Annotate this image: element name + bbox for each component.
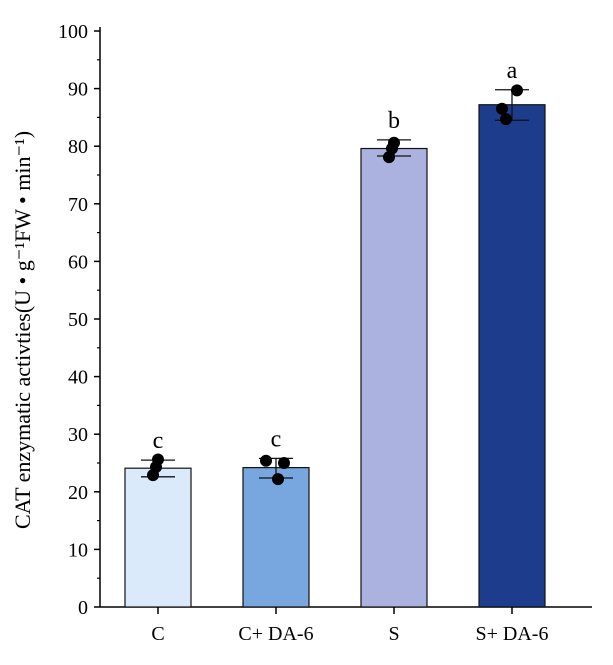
data-point — [383, 151, 395, 164]
data-point — [278, 457, 290, 469]
significance-letter: b — [388, 108, 400, 134]
bar — [124, 467, 192, 608]
data-point — [272, 473, 284, 486]
bar — [242, 467, 310, 608]
y-tick-label: 70 — [68, 194, 88, 216]
y-axis-label: CAT enzymatic activties(U • g⁻¹FW • min⁻… — [10, 131, 35, 529]
data-point — [511, 84, 523, 97]
y-tick-label: 80 — [68, 136, 88, 158]
data-point — [147, 469, 159, 482]
significance-letter: c — [271, 426, 282, 452]
data-point — [500, 113, 512, 126]
data-point — [260, 454, 272, 467]
bar — [478, 104, 546, 608]
x-tick-label: S+ DA-6 — [476, 623, 549, 645]
x-tick-label: S — [388, 623, 399, 645]
y-tick-label: 50 — [68, 309, 88, 331]
y-tick-label: 40 — [68, 367, 88, 389]
y-tick-label: 20 — [68, 482, 88, 504]
x-tick-label: C — [151, 623, 164, 645]
significance-letter: c — [153, 428, 164, 454]
significance-letter: a — [507, 58, 518, 84]
data-point — [496, 102, 508, 115]
bar — [360, 147, 428, 608]
y-tick-label: 10 — [68, 539, 88, 561]
y-tick-label: 30 — [68, 424, 88, 446]
y-tick-label: 0 — [78, 597, 88, 619]
y-tick-label: 90 — [68, 79, 88, 101]
y-tick-label: 60 — [68, 251, 88, 273]
x-tick-label: C+ DA-6 — [238, 623, 313, 645]
y-axis-label-group: CAT enzymatic activties(U • g⁻¹FW • min⁻… — [10, 131, 35, 529]
y-tick-label: 100 — [58, 21, 88, 43]
